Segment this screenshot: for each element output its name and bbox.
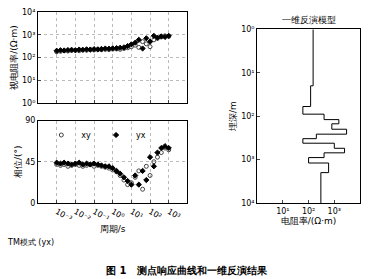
svg-text:10⁴: 10⁴	[22, 8, 35, 17]
svg-text:10²: 10²	[241, 112, 254, 121]
svg-text:图 1 测点响应曲线和一维反演结果: 图 1 测点响应曲线和一维反演结果	[106, 265, 268, 276]
svg-text:45: 45	[25, 158, 35, 167]
svg-text:yx: yx	[136, 131, 146, 140]
svg-text:10⁻¹: 10⁻¹	[91, 207, 111, 224]
svg-text:90: 90	[25, 116, 35, 125]
svg-text:0: 0	[30, 199, 35, 208]
svg-text:10⁻³: 10⁻³	[54, 207, 74, 224]
svg-text:视电阻率/(Ω·m): 视电阻率/(Ω·m)	[9, 25, 19, 90]
svg-text:10⁰: 10⁰	[241, 25, 254, 34]
svg-text:10²: 10²	[22, 53, 35, 62]
svg-text:10³: 10³	[22, 31, 35, 40]
svg-text:周期/s: 周期/s	[100, 224, 126, 234]
svg-text:10¹: 10¹	[276, 207, 289, 216]
svg-text:10²: 10²	[302, 207, 315, 216]
svg-text:10¹: 10¹	[128, 207, 144, 221]
svg-text:10¹: 10¹	[241, 69, 254, 78]
svg-text:10³: 10³	[241, 155, 254, 164]
svg-text:xy: xy	[81, 131, 91, 140]
svg-text:10¹: 10¹	[22, 76, 35, 85]
svg-text:10²: 10²	[147, 207, 163, 221]
svg-text:TM模式 (yx): TM模式 (yx)	[7, 238, 54, 247]
svg-text:电阻率/(Ω·m): 电阻率/(Ω·m)	[281, 216, 337, 226]
svg-text:10⁰: 10⁰	[110, 207, 126, 221]
svg-text:10⁻²: 10⁻²	[72, 207, 92, 224]
svg-text:10³: 10³	[328, 207, 341, 216]
svg-text:相位/(°): 相位/(°)	[13, 145, 23, 178]
svg-text:10⁰: 10⁰	[22, 99, 35, 108]
svg-text:一维反演模型: 一维反演模型	[282, 15, 336, 25]
svg-text:10⁴: 10⁴	[241, 199, 254, 208]
svg-text:埋深/m: 埋深/m	[228, 101, 238, 132]
svg-text:10³: 10³	[166, 207, 182, 221]
